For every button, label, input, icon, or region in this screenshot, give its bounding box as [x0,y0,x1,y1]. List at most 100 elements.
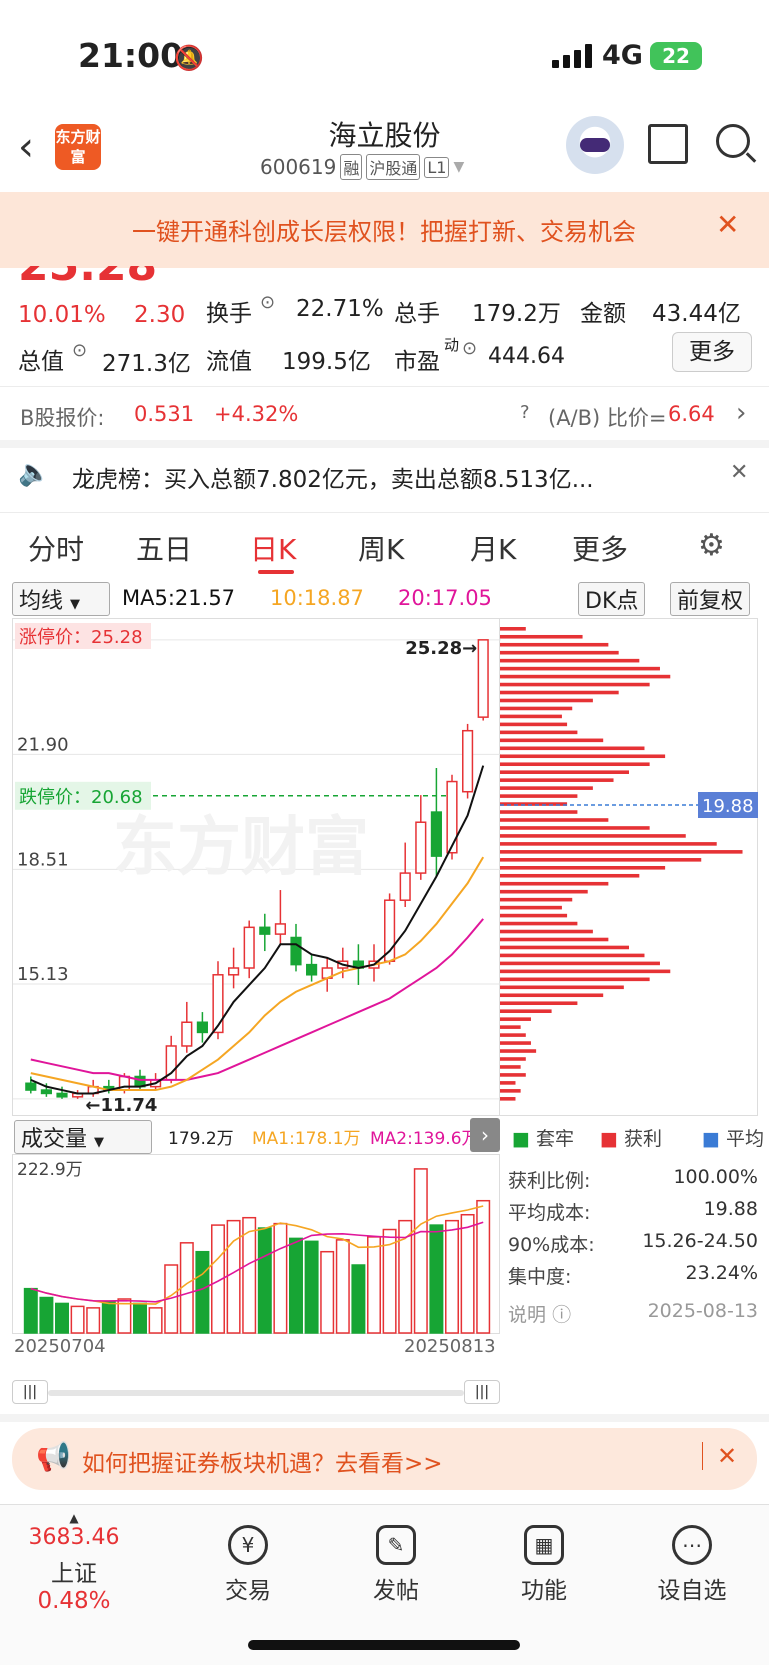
help-icon[interactable]: ? [520,402,530,423]
volume-value: 179.2万 [168,1129,234,1149]
candle-body [181,1021,193,1047]
chip-bar [500,650,619,655]
divider [0,440,769,448]
nav-post[interactable]: ✎ 发帖 [346,1525,446,1605]
volume-bar [257,1227,272,1334]
amount-label: 金额 [580,301,626,327]
share-icon[interactable] [648,124,688,164]
info-icon[interactable]: ⊙ [72,340,88,361]
volume-bar [195,1250,210,1334]
candle-body [196,1021,208,1034]
volume-chart[interactable]: 222.9万 [12,1154,500,1334]
candle-body [212,974,224,1034]
turnover-label: 换手 [206,301,252,327]
ma10-line [30,856,485,1092]
chip-bar [500,953,645,958]
volume-bar [242,1216,257,1334]
dragon-tiger-bar[interactable]: 🔈 龙虎榜：买入总额7.802亿元，卖出总额8.513亿... ✕ [0,446,769,506]
nav-label: 发帖 [373,1578,419,1604]
chip-bar [500,658,640,663]
tab-daily-k[interactable]: 日K [250,533,297,566]
dropdown-icon: ▼ [70,597,81,612]
scroll-handle-left[interactable]: ||| [12,1380,48,1404]
more-button[interactable]: 更多 [672,332,752,372]
chart-scroller[interactable]: ||| ||| [12,1376,500,1404]
chip-bar [500,754,666,759]
stat-value: 19.88 [703,1198,758,1220]
candle-body [462,729,474,793]
promo-text: 一键开通科创成长层权限！把握打新、交易机会 [132,218,636,246]
limit-down-bg [15,781,151,810]
status-bar: 21:00 🔕 4G 22 [0,0,769,110]
chip-bar [500,977,650,982]
close-icon[interactable]: ✕ [730,460,749,485]
stat-profit-ratio: 获利比例: 100.00% [508,1166,758,1193]
low-marker: ←11.74 [85,1095,157,1116]
chip-bar [500,1057,526,1061]
legend-trapped-label: 套牢 [536,1128,575,1150]
chip-distribution: 19.88 [500,618,758,1116]
promo-banner[interactable]: 一键开通科创成长层权限！把握打新、交易机会 ✕ [0,192,769,268]
tab-five-day[interactable]: 五日 [136,533,193,566]
chip-svg: 19.88 [500,627,758,1101]
change-value: 2.30 [134,302,186,328]
index-name: 上证 [51,1561,97,1587]
volume-select[interactable]: 成交量 ▼ [14,1120,152,1154]
b-share-row[interactable]: B股报价: 0.531 +4.32% ? (A/B) 比价= 6.64 › [0,390,769,440]
ma20-line [30,918,484,1081]
tab-monthly-k[interactable]: 月K [470,533,517,566]
volume-bar [211,1224,225,1334]
kline-chart[interactable]: 21.90 18.51 15.13 东方财富 跌停价：20.68 涨停价：25.28 25.… [12,618,501,1116]
index-pct: 0.48% [37,1588,111,1614]
back-icon[interactable]: ‹ [18,124,34,170]
chip-bar [500,1089,521,1093]
limit-down-label: 跌停价：20.68 [19,787,143,808]
nav-label: 功能 [521,1578,567,1604]
stat-explain[interactable]: 说明 ⓘ 2025-08-13 [508,1300,758,1327]
chip-bar [500,730,578,735]
chip-bar [500,706,573,711]
nav-functions[interactable]: ▦ 功能 [494,1525,594,1605]
ai-assistant-icon[interactable] [566,116,624,174]
volume-bar [320,1250,335,1334]
app-logo: 东方财富 [55,124,101,170]
nav-label: 交易 [225,1578,271,1604]
nav-watchlist[interactable]: ⋯ 设自选 [642,1525,742,1605]
index-ticker[interactable]: ▲ 3683.46 上证 0.48% [24,1511,124,1614]
scroll-handle-right[interactable]: ||| [464,1380,500,1404]
index-value: 3683.46 [28,1525,120,1550]
nav-trade[interactable]: ¥ 交易 [198,1525,298,1605]
chip-bar [500,961,660,966]
indicator-select[interactable]: 均线 ▼ [12,582,110,616]
settings-gear-icon[interactable]: ⚙ [698,528,725,563]
chip-bar [500,786,593,790]
volume-bar [335,1239,350,1334]
info-icon[interactable]: ⊙ [462,338,478,359]
close-icon[interactable]: ✕ [716,208,740,241]
chip-bar [500,834,686,838]
search-icon[interactable] [716,124,750,158]
candle-body [40,1089,52,1095]
ma10-value: 10:18.87 [270,586,364,610]
chip-bar [500,913,568,918]
volume-bar [367,1236,381,1334]
volume-bar [55,1302,69,1334]
candle-body [306,963,318,976]
price-level-label: 21.90 [17,734,69,755]
close-icon[interactable]: ✕ [702,1442,737,1470]
active-tab-indicator [258,570,294,574]
volume-bar [413,1168,428,1334]
dk-point-select[interactable]: DK点 [578,582,646,616]
info-icon[interactable]: ⊙ [260,292,276,313]
collapse-arrow-icon[interactable]: › [470,1118,500,1152]
chip-bar [500,722,568,727]
chip-bar [500,929,593,934]
network-type: 4G [602,40,643,71]
tip-banner[interactable]: 📢 如何把握证券板块机遇？去看看>> ✕ [12,1428,757,1490]
tab-intraday[interactable]: 分时 [28,533,85,566]
tab-weekly-k[interactable]: 周K [358,533,405,566]
tab-more[interactable]: 更多 [572,533,629,566]
ma20-value: 20:17.05 [398,586,492,610]
adjust-select[interactable]: 前复权 [670,582,751,616]
dropdown-icon[interactable]: ▼ [453,159,465,175]
